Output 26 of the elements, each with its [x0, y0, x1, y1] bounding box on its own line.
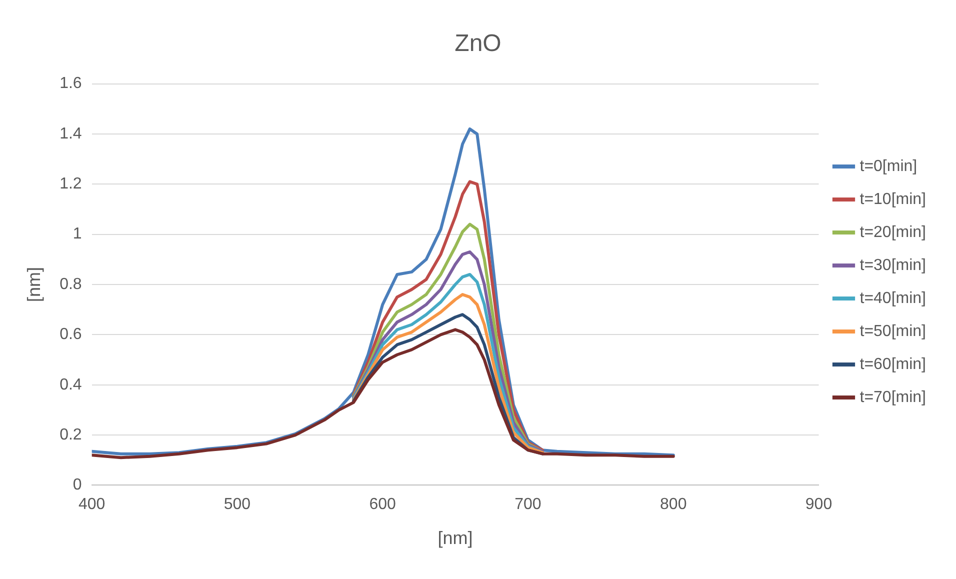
x-tick-label: 400: [78, 496, 106, 514]
legend-label: t=10[min]: [860, 190, 926, 208]
x-tick-label: 900: [805, 496, 832, 514]
y-tick-label: 1.2: [60, 176, 82, 193]
x-axis-title: [nm]: [438, 528, 473, 548]
y-tick-label: 0.4: [60, 376, 82, 394]
y-axis-title: [nm]: [24, 266, 44, 302]
y-tick-label: 0.8: [60, 276, 82, 293]
y-tick-label: 0.2: [60, 426, 82, 444]
legend-label: t=40[min]: [860, 290, 926, 307]
y-tick-label: 1: [72, 226, 82, 243]
y-tick-label: 1.4: [60, 125, 82, 142]
legend-label: t=50[min]: [860, 322, 926, 340]
legend-label: t=70[min]: [860, 388, 926, 406]
x-tick-label: 500: [224, 496, 251, 514]
x-tick-label: 700: [514, 496, 542, 514]
y-tick-label: 0.6: [60, 326, 82, 344]
legend-label: t=0[min]: [860, 158, 918, 175]
chart-title: ZnO: [454, 30, 502, 58]
legend-label: t=30[min]: [860, 256, 926, 274]
x-tick-label: 600: [369, 496, 396, 514]
legend-label: t=60[min]: [860, 356, 926, 373]
y-tick-label: 0: [72, 476, 82, 494]
x-tick-label: 800: [660, 496, 687, 514]
legend-label: t=20[min]: [860, 224, 926, 241]
y-tick-label: 1.6: [60, 75, 82, 92]
